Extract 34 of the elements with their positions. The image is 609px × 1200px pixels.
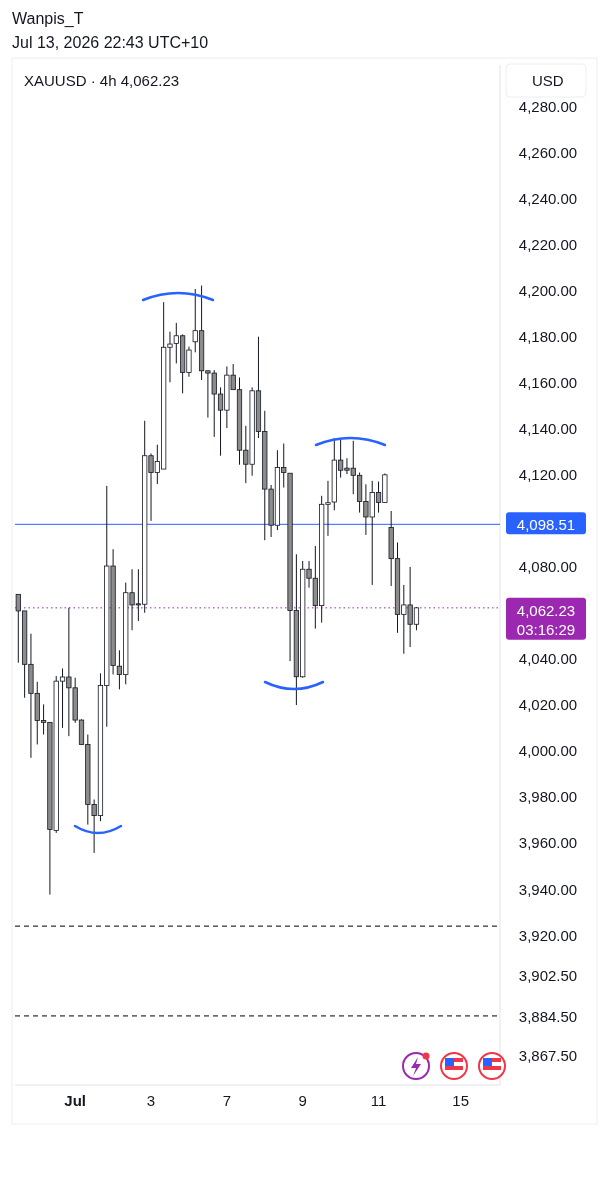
x-tick-label: 11 <box>370 1092 387 1109</box>
y-tick-label: 4,020.00 <box>518 696 578 714</box>
x-tick-label: 9 <box>298 1092 307 1109</box>
y-tick-label: 3,960.00 <box>518 834 578 852</box>
x-tick-label: 15 <box>452 1092 470 1109</box>
x-tick-label: Jul <box>64 1092 87 1109</box>
x-tick-label: 7 <box>222 1092 232 1109</box>
ref-line-label: 4,098.51 <box>516 515 576 533</box>
y-tick-label: 3,902.50 <box>518 966 578 984</box>
chart-subtitle: Jul 13, 2026 22:43 UTC+10 <box>12 34 209 51</box>
x-tick-label: 3 <box>146 1092 156 1109</box>
y-tick-label: 4,000.00 <box>518 742 578 760</box>
y-tick-label: 4,220.00 <box>518 235 578 253</box>
y-tick-label: 3,940.00 <box>518 880 578 898</box>
y-tick-label: 4,180.00 <box>518 327 578 345</box>
ref-line-label: 4,062.23 <box>516 602 576 620</box>
y-tick-label: 4,140.00 <box>518 420 578 438</box>
y-tick-label: 3,867.50 <box>518 1047 578 1065</box>
y-tick-label: 3,920.00 <box>518 926 578 944</box>
y-tick-label: 3,884.50 <box>518 1008 578 1026</box>
annotation: XAUUSD · 4h <box>24 72 117 89</box>
chart-title: Wanpis_T <box>12 10 84 28</box>
y-tick-label: 4,160.00 <box>518 373 578 391</box>
y-tick-label: 4,280.00 <box>518 97 578 115</box>
y-tick-label: 4,040.00 <box>518 650 578 668</box>
y-tick-label: 4,080.00 <box>518 558 578 576</box>
y-tick-label: 4,240.00 <box>518 189 578 207</box>
y-tick-label: 4,120.00 <box>518 466 578 484</box>
y-axis-title: USD <box>532 72 564 89</box>
y-tick-label: 4,200.00 <box>518 281 578 299</box>
text: 03:16:29 <box>516 621 576 639</box>
y-tick-label: 3,980.00 <box>518 788 578 806</box>
annotation: 4,062.23 <box>120 72 180 89</box>
y-tick-label: 4,260.00 <box>518 143 578 161</box>
